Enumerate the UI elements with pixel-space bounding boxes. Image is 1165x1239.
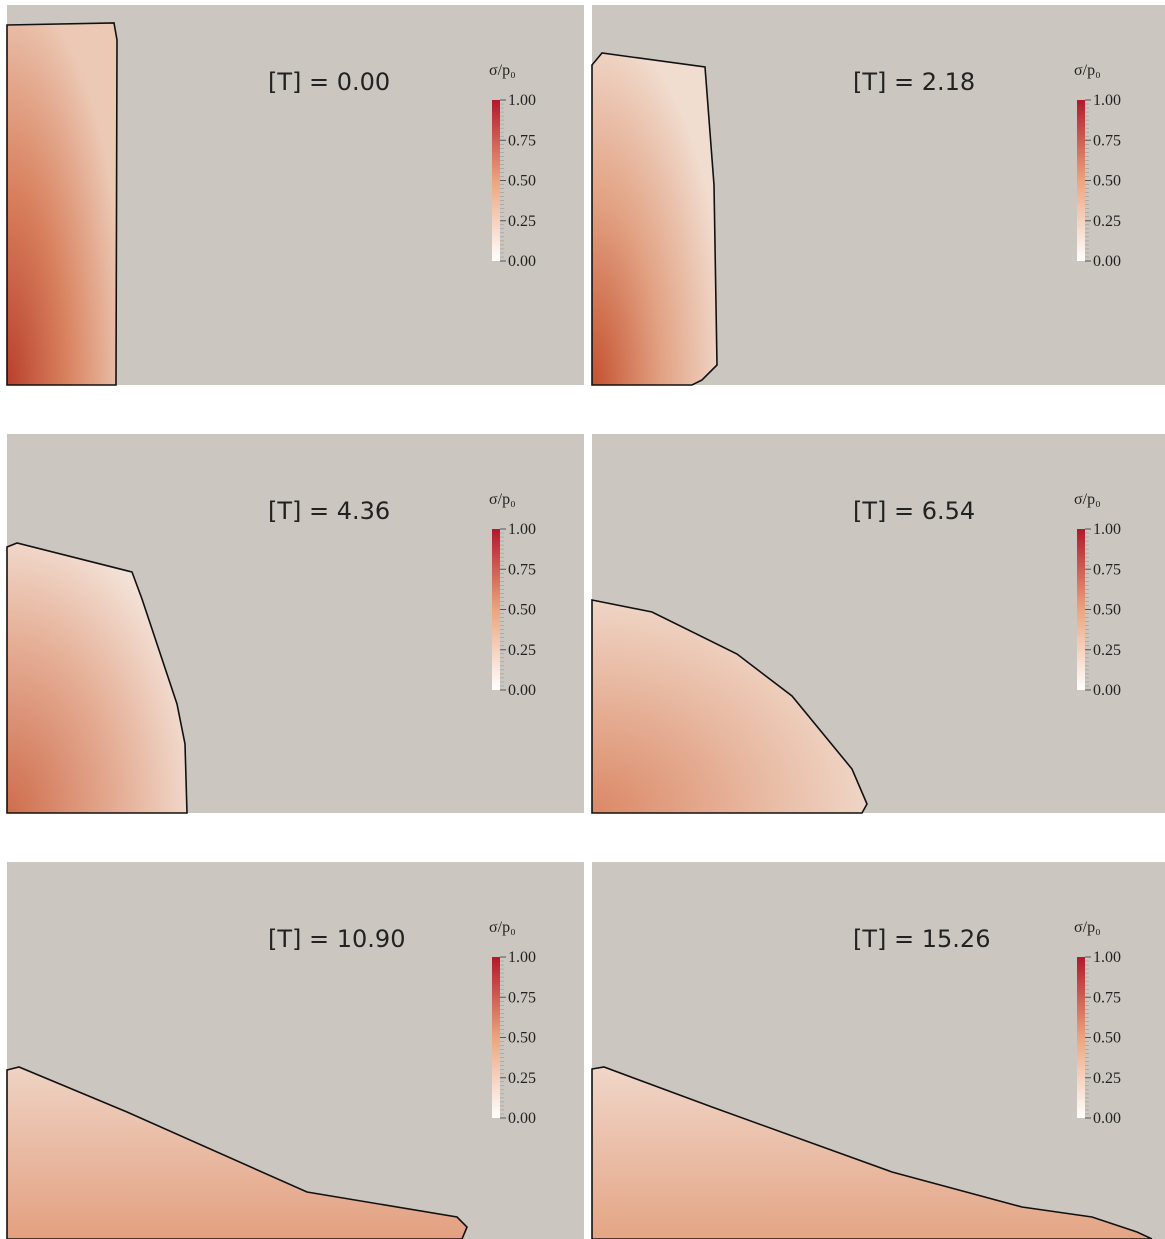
colorbar-title: σ/p₀	[1074, 491, 1101, 508]
colorbar	[492, 957, 500, 1118]
granular-column	[6, 22, 118, 386]
colorbar-tick-label: 0.75	[1093, 561, 1121, 578]
colorbar	[1077, 957, 1085, 1118]
time-label: [T] = 0.00	[268, 68, 390, 96]
colorbar-tick-label: 0.25	[1093, 642, 1121, 659]
colorbar-title: σ/p₀	[489, 62, 516, 79]
time-label: [T] = 4.36	[268, 497, 390, 525]
colorbar-tick-label: 0.00	[508, 253, 536, 270]
colorbar-tick-label: 0.50	[1093, 173, 1121, 190]
colorbar-tick-label: 1.00	[508, 949, 536, 966]
colorbar-tick-label: 0.75	[1093, 989, 1121, 1006]
panel: [T] = 15.26 σ/p₀ 1.00 0.75 0.50 0.25 0.00	[591, 862, 1165, 1239]
colorbar	[492, 529, 500, 690]
colorbar-tick-label: 0.50	[508, 602, 536, 619]
colorbar-tick-label: 0.75	[508, 989, 536, 1006]
colorbar-tick-label: 0.50	[508, 173, 536, 190]
panel: [T] = 6.54 σ/p₀ 1.00 0.75 0.50 0.25 0.00	[591, 434, 1165, 814]
granular-column	[591, 52, 718, 386]
granular-column	[6, 1066, 468, 1239]
colorbar-title: σ/p₀	[489, 491, 516, 508]
time-label: [T] = 15.26	[853, 925, 990, 953]
colorbar-tick-label: 0.00	[1093, 253, 1121, 270]
panel: [T] = 4.36 σ/p₀ 1.00 0.75 0.50 0.25 0.00	[6, 434, 584, 814]
time-label: [T] = 10.90	[268, 925, 405, 953]
time-label: [T] = 6.54	[853, 497, 975, 525]
colorbar-tick-label: 0.75	[508, 132, 536, 149]
colorbar-title: σ/p₀	[489, 919, 516, 936]
granular-column	[6, 542, 188, 814]
colorbar-tick-label: 0.00	[508, 1110, 536, 1127]
panel: [T] = 0.00 σ/p₀ 1.00 0.75 0.50 0.25 0.00	[6, 5, 584, 386]
colorbar-tick-label: 0.00	[1093, 682, 1121, 699]
colorbar-tick-label: 0.75	[1093, 132, 1121, 149]
colorbar-tick-label: 0.25	[1093, 213, 1121, 230]
colorbar-title: σ/p₀	[1074, 62, 1101, 79]
colorbar-tick-label: 0.00	[1093, 1110, 1121, 1127]
colorbar-tick-label: 1.00	[508, 92, 536, 109]
granular-column	[591, 1066, 1153, 1239]
colorbar	[1077, 529, 1085, 690]
colorbar-tick-label: 0.25	[508, 1070, 536, 1087]
colorbar-tick-label: 1.00	[1093, 521, 1121, 538]
colorbar-tick-label: 0.50	[508, 1030, 536, 1047]
colorbar-tick-label: 0.25	[1093, 1070, 1121, 1087]
colorbar-tick-label: 0.50	[1093, 1030, 1121, 1047]
colorbar-tick-label: 0.75	[508, 561, 536, 578]
colorbar	[492, 100, 500, 261]
colorbar	[1077, 100, 1085, 261]
colorbar-tick-label: 1.00	[1093, 949, 1121, 966]
panel: [T] = 10.90 σ/p₀ 1.00 0.75 0.50 0.25 0.00	[6, 862, 584, 1239]
colorbar-tick-label: 1.00	[1093, 92, 1121, 109]
colorbar-tick-label: 0.25	[508, 642, 536, 659]
colorbar-tick-label: 0.25	[508, 213, 536, 230]
colorbar-tick-label: 0.50	[1093, 602, 1121, 619]
time-label: [T] = 2.18	[853, 68, 975, 96]
colorbar-tick-label: 0.00	[508, 682, 536, 699]
panel: [T] = 2.18 σ/p₀ 1.00 0.75 0.50 0.25 0.00	[591, 5, 1165, 386]
colorbar-title: σ/p₀	[1074, 919, 1101, 936]
granular-column	[591, 599, 868, 814]
colorbar-tick-label: 1.00	[508, 521, 536, 538]
